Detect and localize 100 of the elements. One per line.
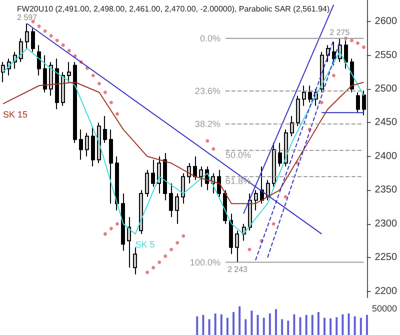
candlestick	[217, 169, 221, 198]
bar	[238, 306, 241, 335]
candlestick	[296, 95, 300, 127]
y-tick-label: 2300	[374, 218, 398, 230]
candlestick	[121, 193, 125, 252]
point	[103, 90, 107, 94]
candlestick	[73, 62, 77, 144]
candlestick	[308, 85, 312, 103]
candlestick	[145, 169, 149, 198]
candlestick	[163, 152, 167, 201]
point	[272, 222, 276, 226]
bar	[354, 316, 356, 335]
candlestick	[97, 122, 101, 164]
candlestick	[49, 62, 53, 96]
candlestick	[61, 72, 65, 106]
candlestick	[229, 213, 233, 255]
point	[356, 41, 360, 45]
candlestick	[85, 132, 89, 157]
bar	[268, 313, 271, 335]
bar	[366, 314, 368, 335]
candlestick	[109, 128, 113, 204]
point	[152, 266, 156, 270]
annotation: 2 243	[227, 264, 248, 274]
point	[109, 100, 113, 104]
bar	[324, 318, 326, 335]
series-label: 38.2%	[194, 119, 220, 130]
candlestick	[181, 172, 185, 204]
point	[37, 24, 41, 28]
bar	[336, 317, 338, 335]
candlestick	[290, 115, 294, 137]
series-label: SK 5	[135, 239, 155, 250]
point	[43, 29, 47, 33]
candlestick	[326, 44, 330, 63]
bar	[311, 314, 314, 335]
series-label: 50.0%	[225, 150, 251, 160]
candlestick	[1, 62, 5, 83]
series-label: 23.6%	[194, 86, 220, 96]
annotation: 2 275	[330, 28, 350, 37]
bar	[202, 314, 204, 335]
series-label: SK 15	[3, 109, 28, 120]
y-tick-label: 2450	[374, 117, 398, 128]
point	[97, 82, 101, 86]
candlestick	[235, 230, 239, 263]
point	[115, 112, 119, 116]
point	[103, 232, 107, 236]
candlestick	[25, 23, 29, 50]
bar	[293, 314, 296, 335]
point	[158, 260, 162, 264]
candlestick	[103, 115, 107, 144]
point	[332, 74, 336, 78]
point	[170, 248, 174, 252]
bar	[342, 314, 344, 335]
point	[55, 38, 59, 42]
candlestick	[169, 182, 173, 218]
candlestick	[115, 156, 119, 211]
candlestick	[91, 126, 95, 168]
candlestick	[139, 190, 143, 234]
bar	[226, 318, 228, 335]
bar	[330, 318, 332, 335]
bar	[360, 318, 362, 335]
candlestick	[43, 54, 47, 93]
text: 50000	[372, 304, 398, 314]
candlestick	[127, 216, 131, 268]
point	[350, 38, 354, 42]
y-tick-label: 2550	[374, 50, 398, 61]
candlestick	[157, 156, 161, 194]
candlestick	[254, 190, 258, 211]
bar	[244, 319, 247, 335]
point	[146, 270, 150, 274]
candlestick	[151, 159, 155, 188]
y-tick-label: 2400	[374, 150, 398, 162]
line-series	[2, 48, 364, 234]
y-tick-label: 2600	[374, 16, 398, 28]
candlestick	[278, 142, 282, 168]
series-label: 100.0%	[190, 257, 220, 268]
bar	[214, 313, 216, 335]
candlestick	[193, 156, 197, 181]
point	[115, 222, 119, 226]
candlestick	[31, 28, 35, 52]
point	[362, 45, 366, 49]
candlestick	[175, 193, 179, 224]
point	[49, 34, 53, 38]
point	[284, 195, 288, 199]
candlestick	[19, 38, 23, 63]
bar	[317, 312, 320, 335]
candlestick	[79, 128, 83, 160]
point	[206, 139, 210, 143]
bar	[250, 310, 253, 335]
bar	[220, 314, 222, 335]
y-tick-label: 2500	[374, 83, 398, 94]
point	[61, 43, 65, 47]
candlestick	[362, 90, 366, 116]
bar	[262, 318, 265, 335]
point	[164, 254, 168, 258]
bar	[232, 312, 235, 335]
y-tick-label: 2200	[374, 286, 398, 297]
candlestick	[55, 58, 59, 110]
bar	[281, 319, 284, 335]
bar	[287, 320, 290, 335]
annotation: 2 597	[17, 13, 38, 22]
